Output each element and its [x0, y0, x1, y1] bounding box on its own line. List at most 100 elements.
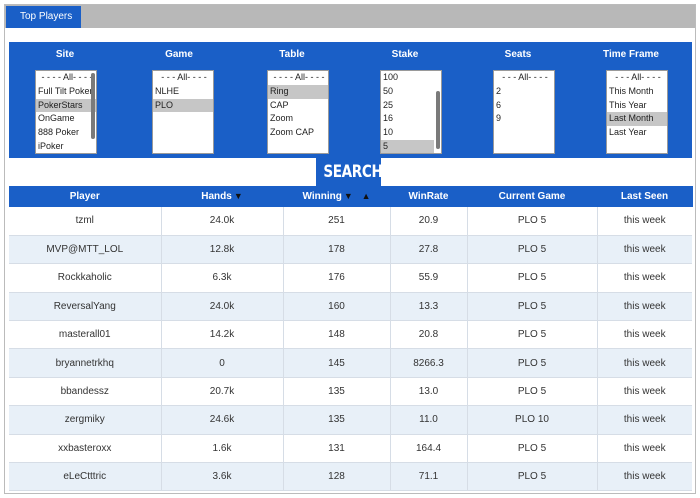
select-option[interactable]: Zoom CAP: [270, 127, 315, 138]
select-option[interactable]: Ring: [268, 84, 328, 99]
table-row[interactable]: Rockkaholic 6.3k 176 55.9 PLO 5 this week: [9, 263, 692, 293]
cell-winning: 128: [283, 462, 391, 492]
seats-select[interactable]: - - - All- - - -2 6 9: [493, 70, 555, 154]
select-option[interactable]: This Month: [609, 85, 654, 96]
cell-player[interactable]: xxbasteroxx: [9, 434, 162, 464]
cell-winning: 160: [283, 292, 391, 322]
players-table: Player Hands ▼ Winning ▼ ▲ WinRate Current…: [9, 186, 693, 492]
cell-winning: 148: [283, 320, 391, 350]
cell-game: PLO 5: [467, 235, 598, 265]
cell-winrate: 11.0: [390, 405, 468, 435]
cell-player[interactable]: Rockkaholic: [9, 263, 162, 293]
select-option[interactable]: OnGame: [38, 113, 75, 124]
select-option[interactable]: - - - All- - - -: [615, 72, 661, 82]
select-option[interactable]: NLHE: [155, 85, 180, 96]
cell-last-seen: this week: [597, 263, 692, 293]
column-header-hands[interactable]: Hands ▼: [161, 186, 284, 207]
column-header-player[interactable]: Player: [9, 186, 162, 207]
select-option[interactable]: 2: [496, 85, 502, 96]
stake-select[interactable]: 100 50 25 16 10 5: [380, 70, 442, 154]
select-option[interactable]: 16: [383, 113, 394, 124]
select-option[interactable]: Zoom: [270, 113, 294, 124]
select-option[interactable]: 6: [496, 99, 502, 110]
select-option[interactable]: iPoker: [38, 140, 64, 151]
cell-game: PLO 5: [467, 462, 598, 492]
scrollbar[interactable]: [436, 91, 440, 149]
column-header-winrate[interactable]: WinRate: [390, 186, 468, 207]
cell-game: PLO 5: [467, 434, 598, 464]
panel-titlebar: Top Players: [5, 5, 695, 28]
select-option[interactable]: 9: [496, 113, 502, 124]
select-option[interactable]: - - - - All- - - -: [273, 72, 325, 82]
cell-last-seen: this week: [597, 377, 692, 407]
select-option[interactable]: PLO: [153, 98, 213, 113]
table-row[interactable]: bryannetrkhq 0 145 8266.3 PLO 5 this week: [9, 348, 692, 378]
cell-player[interactable]: ReversalYang: [9, 292, 162, 322]
table-row[interactable]: eLeCtttric 3.6k 128 71.1 PLO 5 this week: [9, 462, 692, 492]
table-row[interactable]: tzml 24.0k 251 20.9 PLO 5 this week: [9, 207, 692, 236]
cell-winning: 176: [283, 263, 391, 293]
cell-game: PLO 5: [467, 320, 598, 350]
cell-hands: 0: [161, 348, 284, 378]
column-header-last-seen[interactable]: Last Seen: [597, 186, 693, 207]
cell-winrate: 13.3: [390, 292, 468, 322]
select-option[interactable]: Full Tilt Poker: [38, 85, 93, 96]
search-button[interactable]: SEARCH: [316, 158, 383, 186]
sort-asc-icon[interactable]: ▲: [361, 191, 371, 201]
cell-hands: 6.3k: [161, 263, 284, 293]
column-header-current-game[interactable]: Current Game: [467, 186, 598, 207]
filter-label: Time Frame: [603, 49, 659, 60]
cell-hands: 20.7k: [161, 377, 284, 407]
select-option[interactable]: - - - - All- - - -: [41, 72, 93, 82]
filter-label: Stake: [391, 49, 419, 60]
table-row[interactable]: zergmiky 24.6k 135 11.0 PLO 10 this week: [9, 405, 692, 435]
cell-winning: 145: [283, 348, 391, 378]
cell-game: PLO 5: [467, 263, 598, 293]
cell-player[interactable]: eLeCtttric: [9, 462, 162, 492]
filter-label: Game: [165, 49, 193, 60]
select-option[interactable]: 50: [383, 85, 394, 96]
table-select[interactable]: - - - - All- - - - Ring CAP Zoom Zoom CAP: [267, 70, 329, 154]
cell-player[interactable]: tzml: [9, 207, 162, 236]
cell-winrate: 55.9: [390, 263, 468, 293]
select-option[interactable]: This Year: [609, 99, 647, 110]
select-option[interactable]: 5: [381, 139, 434, 153]
table-row[interactable]: bbandessz 20.7k 135 13.0 PLO 5 this week: [9, 377, 692, 407]
cell-player[interactable]: zergmiky: [9, 405, 162, 435]
sort-desc-icon[interactable]: ▼: [233, 191, 243, 201]
select-option[interactable]: PokerStars: [36, 98, 96, 113]
select-option[interactable]: 25: [383, 99, 394, 110]
sort-desc-icon[interactable]: ▼: [343, 191, 353, 201]
filter-panel: Site - - - - All- - - - Full Tilt Poker Pok…: [9, 42, 692, 158]
select-option[interactable]: CAP: [270, 99, 289, 110]
column-header-winning[interactable]: Winning ▼ ▲: [283, 186, 391, 207]
cell-player[interactable]: bryannetrkhq: [9, 348, 162, 378]
scrollbar[interactable]: [91, 73, 95, 139]
cell-player[interactable]: masterall01: [9, 320, 162, 350]
select-option[interactable]: Last Year: [609, 127, 647, 138]
site-select[interactable]: - - - - All- - - - Full Tilt Poker PokerSt…: [35, 70, 97, 154]
cell-player[interactable]: MVP@MTT_LOL: [9, 235, 162, 265]
select-option[interactable]: - - - All- - - -: [161, 72, 207, 82]
top-players-panel: Top Players Site - - - - All- - - - Full T…: [4, 4, 696, 494]
cell-last-seen: this week: [597, 462, 692, 492]
table-header-row: Player Hands ▼ Winning ▼ ▲ WinRate Current…: [9, 186, 693, 207]
select-option[interactable]: 10: [383, 127, 394, 138]
cell-player[interactable]: bbandessz: [9, 377, 162, 407]
select-option[interactable]: 888 Poker: [38, 127, 80, 138]
game-select[interactable]: - - - All- - - - NLHE PLO: [152, 70, 214, 154]
table-row[interactable]: MVP@MTT_LOL 12.8k 178 27.8 PLO 5 this week: [9, 235, 692, 265]
filter-seats: Seats - - - All- - - -2 6 9: [462, 48, 574, 154]
select-option[interactable]: - - - All- - - -: [502, 72, 548, 82]
time-frame-select[interactable]: - - - All- - - - This Month This Year Last …: [606, 70, 668, 154]
select-option[interactable]: Last Month: [607, 112, 667, 127]
table-row[interactable]: ReversalYang 24.0k 160 13.3 PLO 5 this week: [9, 292, 692, 322]
table-row[interactable]: xxbasteroxx 1.6k 131 164.4 PLO 5 this week: [9, 434, 692, 464]
tab-top-players[interactable]: Top Players: [6, 6, 81, 28]
select-option[interactable]: 100: [383, 72, 399, 82]
cell-winning: 135: [283, 405, 391, 435]
search-button-label: SEARCH: [323, 162, 383, 182]
cell-winrate: 164.4: [390, 434, 468, 464]
table-row[interactable]: masterall01 14.2k 148 20.8 PLO 5 this week: [9, 320, 692, 350]
cell-winning: 135: [283, 377, 391, 407]
